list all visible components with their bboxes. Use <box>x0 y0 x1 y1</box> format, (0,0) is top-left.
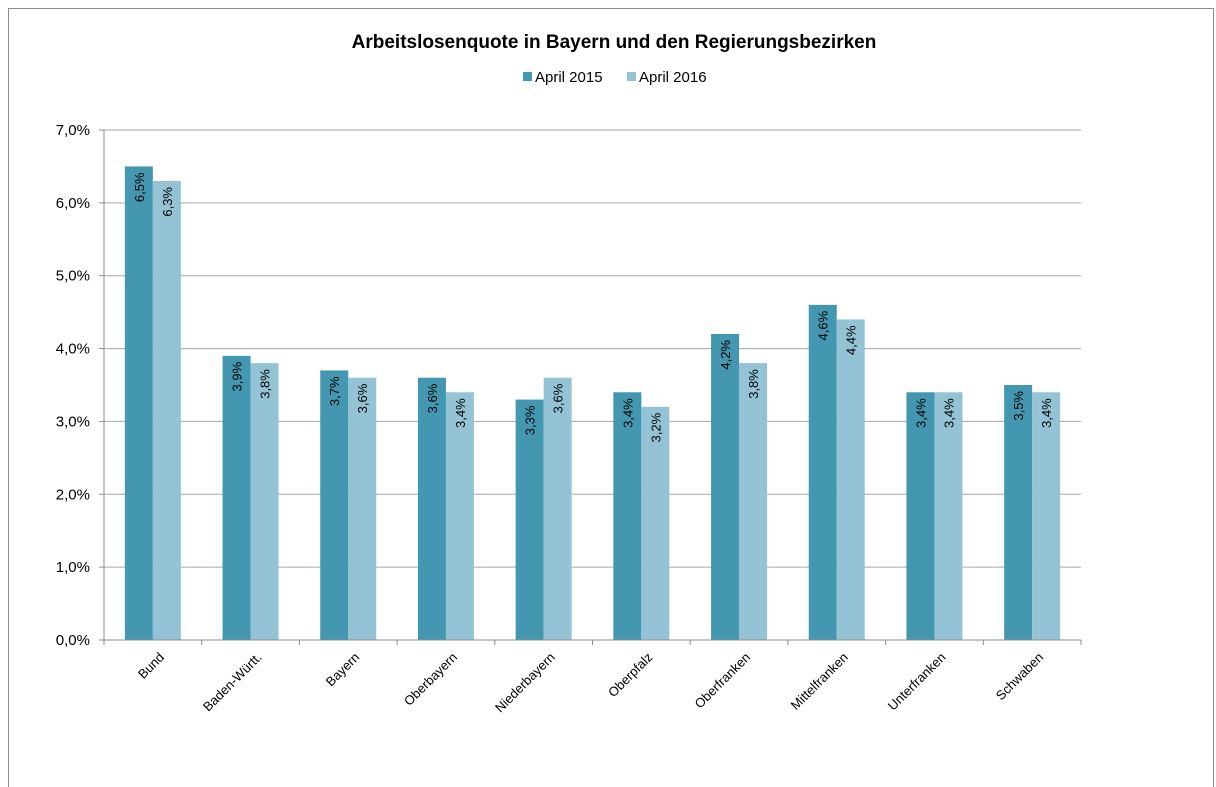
bar <box>1032 392 1061 640</box>
legend-label: April 2015 <box>535 69 603 86</box>
bar <box>445 392 474 640</box>
y-tick-label: 4,0% <box>56 341 90 358</box>
data-label: 4,6% <box>816 310 831 340</box>
data-label: 3,4% <box>453 398 468 428</box>
bar <box>906 392 935 640</box>
legend-swatch <box>523 72 532 81</box>
y-tick-label: 1,0% <box>56 559 90 576</box>
bar <box>836 319 865 640</box>
data-label: 3,6% <box>355 383 370 413</box>
bar <box>934 392 963 640</box>
y-tick-label: 3,0% <box>56 413 90 430</box>
y-tick-label: 2,0% <box>56 486 90 503</box>
bar <box>222 355 251 640</box>
category-label: Oberfranken <box>691 650 753 712</box>
data-label: 4,2% <box>718 340 733 370</box>
bar <box>348 377 377 640</box>
bar <box>711 334 740 640</box>
data-label: 3,3% <box>523 405 538 435</box>
data-label: 3,4% <box>1039 398 1054 428</box>
category-label: Niederbayern <box>492 650 558 716</box>
data-label: 3,7% <box>327 376 342 406</box>
category-label: Schwaben <box>993 650 1047 704</box>
y-tick-label: 6,0% <box>56 195 90 212</box>
category-label: Bund <box>135 650 167 682</box>
bar <box>641 406 670 640</box>
y-axis: 0,0% 1,0% 2,0% 3,0% 4,0% 5,0% 6,0% 7,0% <box>56 122 105 649</box>
bar <box>543 377 572 640</box>
data-label: 6,5% <box>132 172 147 202</box>
legend-swatch <box>627 72 636 81</box>
bar <box>1004 385 1033 640</box>
bar <box>613 392 642 640</box>
bars: 6,5% 6,3% 3,9% 3,8% 3,7% 3,6% 3,6% 3,4% 3,3% 3,6%… <box>124 166 1061 640</box>
category-label: Mittelfranken <box>788 650 851 713</box>
bar <box>515 399 544 640</box>
category-label: Baden-Württ. <box>200 650 265 715</box>
data-label: 3,4% <box>913 398 928 428</box>
data-label: 3,9% <box>230 361 245 391</box>
y-tick-label: 7,0% <box>56 122 90 139</box>
data-label: 3,4% <box>941 398 956 428</box>
chart-title: Arbeitslosenquote in Bayern und den Regi… <box>352 32 877 53</box>
category-label: Bayern <box>323 650 363 690</box>
data-label: 3,8% <box>746 369 761 399</box>
y-tick-label: 5,0% <box>56 268 90 285</box>
category-label: Oberpfalz <box>605 650 655 700</box>
bar <box>808 304 837 640</box>
bar <box>417 377 446 640</box>
data-label: 3,5% <box>1011 391 1026 421</box>
category-label: Unterfranken <box>885 650 949 714</box>
category-label: Oberbayern <box>401 650 460 709</box>
data-label: 3,2% <box>648 412 663 442</box>
data-label: 3,6% <box>425 383 440 413</box>
data-label: 4,4% <box>844 325 859 355</box>
bar <box>739 363 768 640</box>
bar <box>250 363 279 640</box>
legend-label: April 2016 <box>639 69 707 86</box>
data-label: 6,3% <box>160 187 175 217</box>
bar <box>124 166 153 640</box>
y-tick-label: 0,0% <box>56 632 90 649</box>
bar <box>152 181 181 640</box>
data-label: 3,4% <box>620 398 635 428</box>
data-label: 3,6% <box>551 383 566 413</box>
legend: April 2015 April 2016 <box>523 69 707 86</box>
data-label: 3,8% <box>258 369 273 399</box>
bar <box>320 370 349 640</box>
x-axis: Bund Baden-Württ. Bayern Oberbayern Niederba… <box>103 639 1082 716</box>
